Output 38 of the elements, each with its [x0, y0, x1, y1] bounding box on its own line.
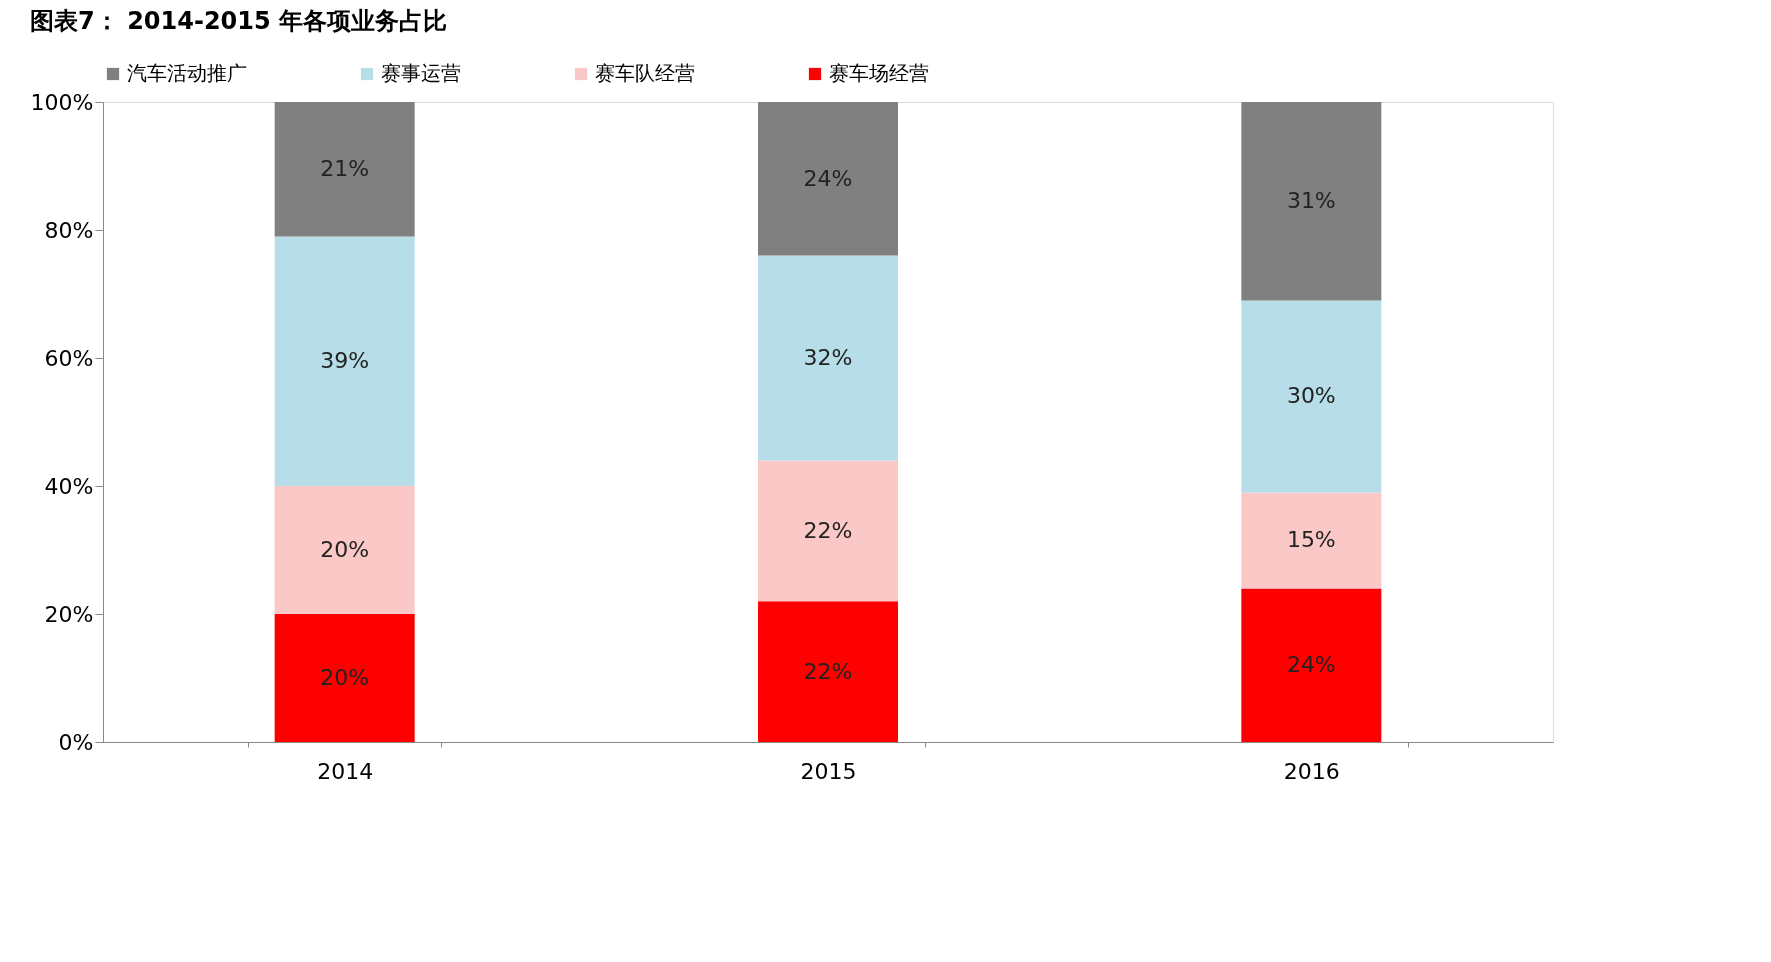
- data-label: 15%: [1286, 527, 1336, 553]
- bar: [758, 460, 898, 602]
- bar: [1241, 300, 1382, 493]
- bar: [274, 486, 415, 614]
- bar: [758, 255, 898, 461]
- data-label: 22%: [803, 517, 853, 543]
- x-tick-label: 2015: [800, 758, 857, 784]
- chart-title: 图表7： 2014-2015 年各项业务占比: [30, 7, 448, 35]
- data-label: 22%: [803, 658, 853, 684]
- bar: [274, 236, 415, 486]
- bar: [274, 614, 415, 742]
- bar: [1241, 102, 1382, 301]
- y-tick-label: 100%: [30, 89, 94, 115]
- legend-label: 汽车活动推广: [127, 61, 247, 85]
- data-label: 39%: [320, 348, 370, 374]
- data-label: 20%: [320, 537, 370, 562]
- x-tick-label: 2016: [1283, 758, 1340, 784]
- bar: [758, 102, 898, 256]
- bar: [758, 601, 898, 742]
- data-label: 24%: [1286, 652, 1336, 678]
- y-tick-label: 80%: [44, 217, 94, 243]
- data-label: 21%: [320, 156, 370, 182]
- y-tick-label: 40%: [44, 473, 94, 499]
- legend-label: 赛事运营: [381, 61, 461, 85]
- data-label: 32%: [803, 345, 853, 370]
- data-label: 24%: [803, 165, 853, 191]
- x-tick-label: 2014: [317, 758, 374, 784]
- data-label: 20%: [320, 665, 370, 690]
- y-tick-label: 60%: [44, 345, 94, 371]
- bar: [274, 102, 415, 237]
- y-tick-label: 20%: [44, 601, 94, 627]
- legend-label: 赛车场经营: [829, 61, 929, 85]
- bar: [1241, 588, 1382, 742]
- bar: [1241, 492, 1382, 589]
- y-tick-label: 0%: [58, 729, 94, 755]
- legend-label: 赛车队经营: [595, 61, 695, 85]
- data-label: 31%: [1286, 188, 1336, 214]
- data-label: 30%: [1286, 383, 1336, 409]
